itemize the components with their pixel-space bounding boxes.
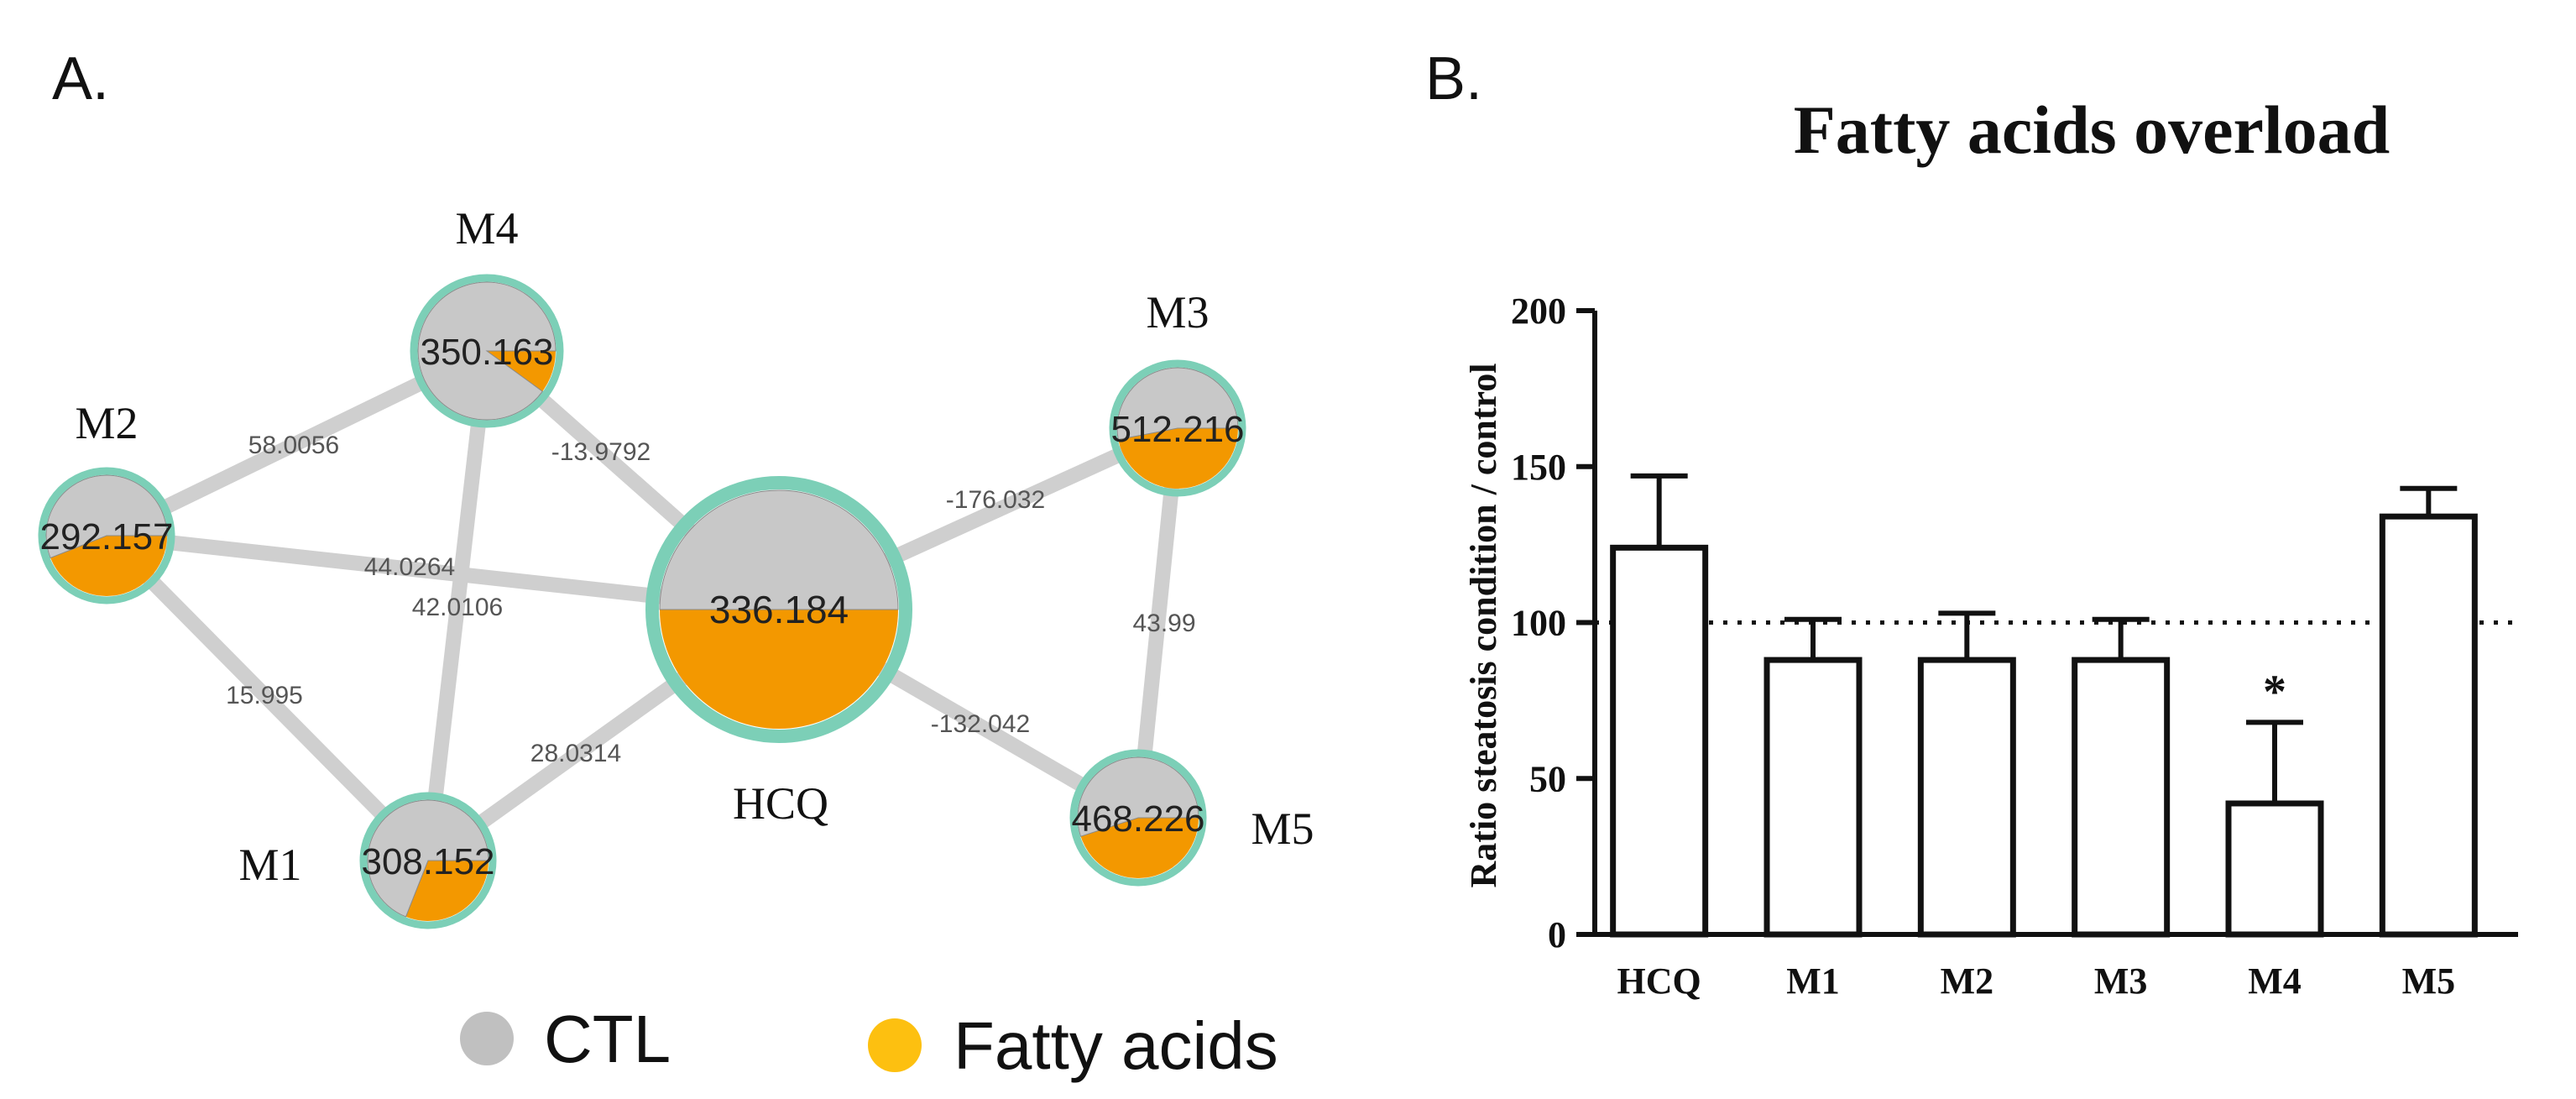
panel-a-label: A. — [52, 45, 109, 113]
node-name-m1: M1 — [238, 840, 301, 890]
edge-m2-m1 — [99, 528, 436, 868]
x-tick-label: M2 — [1941, 960, 1994, 1002]
legend: CTL Fatty acids — [460, 1002, 1278, 1083]
node-ctl-slice — [1077, 756, 1199, 837]
bar-hcq — [1610, 544, 1709, 938]
node-mass-label: 468.226 — [1071, 798, 1204, 840]
node-m3: 512.216 — [1109, 359, 1246, 497]
chart-title: Fatty acids overload — [1794, 92, 2391, 168]
edge-label: -132.042 — [931, 710, 1030, 738]
network-nodes: 336.184 308.152 292.157 512.216 350.163 468.2… — [38, 274, 1246, 929]
node-m4: 350.163 — [410, 274, 564, 428]
node-name-m5: M5 — [1251, 803, 1314, 854]
legend-ctl-swatch — [460, 1012, 514, 1065]
node-m5: 468.226 — [1069, 749, 1207, 887]
x-tick-label: M5 — [2402, 960, 2456, 1002]
node-m2: 292.157 — [38, 467, 175, 604]
bar-chart-panel: B. Fatty acids overload Ratio steatosis … — [1425, 45, 2518, 1002]
network-edges — [99, 343, 1185, 868]
edge-label: 58.0056 — [248, 432, 339, 459]
edge-label: 15.995 — [226, 682, 303, 709]
legend-ctl-label: CTL — [544, 1002, 671, 1076]
node-name-hcq: HCQ — [733, 778, 828, 829]
edge-label: 44.0264 — [364, 553, 455, 581]
x-tick-label: HCQ — [1617, 960, 1701, 1002]
bar-m2 — [1917, 657, 2016, 938]
edge-label: 28.0314 — [530, 740, 621, 767]
legend-fatty-label: Fatty acids — [954, 1008, 1278, 1083]
bar-m1 — [1763, 657, 1863, 938]
node-hcq: 336.184 — [645, 476, 912, 743]
node-ring — [410, 274, 564, 428]
node-ctl-slice — [417, 281, 556, 421]
bar-chart: 0 50 100 150 200 HCQ M1 M2 M3 M4 M5 * — [1511, 290, 2518, 1002]
node-ctl-slice — [367, 799, 489, 918]
node-mass-label: 336.184 — [709, 588, 849, 631]
node-ctl-slice — [45, 474, 168, 559]
node-m1: 308.152 — [359, 792, 497, 929]
node-mass-label: 292.157 — [39, 516, 173, 557]
bar-m4 — [2225, 800, 2324, 938]
node-mass-label: 512.216 — [1110, 409, 1244, 450]
bar-m5 — [2379, 513, 2478, 938]
node-ring — [1109, 359, 1246, 497]
x-tick-label: M1 — [1786, 960, 1840, 1002]
network-panel: A. 58.0056 -13.9792 44.0264 42.0106 15.995 28… — [38, 45, 1314, 1083]
y-tick-label: 0 — [1548, 914, 1566, 955]
node-ring — [359, 792, 497, 929]
bar-m3 — [2072, 657, 2171, 938]
node-ctl-slice — [659, 489, 899, 610]
edge-label: -176.032 — [946, 486, 1045, 514]
panel-b-label: B. — [1425, 45, 1482, 113]
node-mass-label: 308.152 — [361, 841, 494, 882]
node-name-m2: M2 — [75, 398, 138, 448]
x-tick-label: M4 — [2248, 960, 2302, 1002]
node-ctl-slice — [1116, 367, 1239, 441]
node-name-m4: M4 — [455, 203, 518, 254]
x-tick-label: M3 — [2094, 960, 2148, 1002]
node-ring — [38, 467, 175, 604]
edge-label: 43.99 — [1132, 610, 1195, 637]
edge-label: 42.0106 — [412, 594, 503, 621]
legend-fatty-swatch — [868, 1018, 922, 1072]
node-ring — [645, 476, 912, 743]
network-edge-labels: 58.0056 -13.9792 44.0264 42.0106 15.995 28.03… — [226, 432, 1195, 767]
node-mass-label: 350.163 — [420, 332, 553, 373]
edge-label: -13.9792 — [551, 438, 651, 466]
y-tick-label: 200 — [1511, 290, 1566, 332]
node-ring — [1069, 749, 1207, 887]
significance-marker: * — [2263, 666, 2286, 718]
node-name-m3: M3 — [1146, 287, 1209, 338]
y-tick-label: 50 — [1529, 758, 1566, 799]
y-axis-label: Ratio steatosis condition / control — [1463, 364, 1504, 888]
network-node-names: HCQ M1 M2 M3 M4 M5 — [75, 203, 1314, 890]
y-tick-label: 100 — [1511, 603, 1566, 644]
edge-m4-m1 — [421, 343, 494, 868]
y-tick-label: 150 — [1511, 447, 1566, 488]
